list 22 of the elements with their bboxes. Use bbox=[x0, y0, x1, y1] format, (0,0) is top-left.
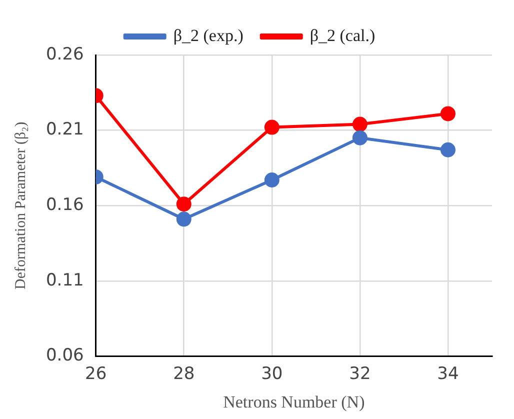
point bbox=[440, 142, 456, 158]
y-tick-label: 0.21 bbox=[46, 120, 84, 140]
point bbox=[176, 212, 192, 227]
x-tick-label: 28 bbox=[173, 364, 195, 384]
y-axis-title: Deformation Parameter (β₂) bbox=[12, 122, 29, 290]
x-tick-label: 32 bbox=[349, 364, 371, 384]
y-tick-label: 0.26 bbox=[46, 44, 84, 64]
point bbox=[264, 172, 280, 188]
y-tick-label: 0.06 bbox=[46, 346, 84, 366]
legend-label: β_2 (cal.) bbox=[310, 26, 376, 45]
point bbox=[352, 116, 368, 132]
y-tick-label: 0.16 bbox=[46, 195, 84, 216]
point bbox=[176, 196, 192, 212]
legend-label: β_2 (exp.) bbox=[173, 26, 244, 45]
y-tick-label: 0.11 bbox=[46, 270, 84, 290]
x-tick-label: 26 bbox=[85, 364, 107, 384]
x-tick-label: 30 bbox=[261, 364, 283, 384]
point bbox=[440, 106, 456, 122]
point bbox=[352, 130, 368, 146]
x-tick-label: 34 bbox=[437, 364, 459, 384]
x-axis-title: Netrons Number (N) bbox=[223, 392, 365, 412]
point bbox=[264, 120, 280, 135]
